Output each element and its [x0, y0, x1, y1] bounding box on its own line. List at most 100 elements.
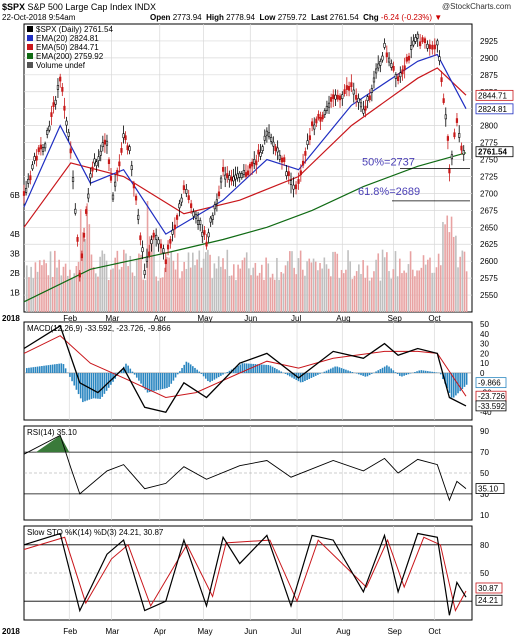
sto-tick-label: 80	[480, 541, 489, 550]
legend-swatch	[27, 44, 33, 50]
macd-histogram-bar	[396, 372, 399, 375]
macd-histogram-bar	[90, 372, 93, 399]
volume-bar	[321, 268, 323, 312]
volume-bar	[392, 269, 395, 312]
volume-bar	[140, 254, 142, 312]
legend-entry: $SPX (Daily) 2761.54	[36, 25, 113, 34]
volume-bar	[284, 265, 287, 312]
macd-histogram-bar	[349, 371, 352, 373]
x-month-label: May	[198, 314, 213, 323]
price-candle	[364, 105, 367, 111]
volume-tick-label: 1B	[10, 288, 20, 297]
volume-bar	[433, 272, 436, 312]
volume-bar	[58, 259, 60, 312]
macd-histogram-bar	[103, 372, 106, 394]
volume-tick-label: 4B	[10, 230, 20, 239]
price-candle	[196, 220, 200, 225]
macd-histogram-bar	[142, 372, 145, 387]
price-candle	[139, 235, 142, 241]
volume-bar	[163, 267, 166, 312]
volume-bar	[299, 250, 302, 312]
price-tag-label: 2824.81	[478, 105, 507, 114]
price-candle	[82, 232, 86, 238]
price-candle	[323, 110, 326, 115]
volume-bar	[317, 270, 319, 312]
price-candle	[61, 87, 64, 92]
price-candle	[442, 98, 445, 103]
price-candle	[224, 174, 227, 180]
price-candle	[101, 142, 104, 148]
macd-histogram-bar	[88, 372, 91, 400]
macd-histogram-bar	[84, 372, 86, 402]
price-candle	[383, 43, 386, 48]
price-candle	[215, 199, 219, 205]
volume-bar	[243, 257, 246, 312]
macd-histogram-bar	[362, 372, 364, 376]
price-candle	[203, 230, 206, 235]
volume-bar	[170, 251, 173, 312]
x-month-label: Oct	[428, 314, 441, 323]
legend-swatch	[27, 26, 33, 32]
price-candle	[126, 145, 129, 151]
price-candle	[299, 170, 302, 176]
x-month-label: Feb	[63, 314, 77, 323]
price-tick-label: 2650	[480, 223, 498, 232]
volume-bar	[90, 254, 93, 312]
price-candle	[54, 99, 57, 105]
price-candle	[330, 97, 333, 102]
macd-histogram-bar	[200, 372, 203, 374]
price-tag-box	[475, 89, 514, 101]
price-candle	[226, 173, 229, 178]
ema50-line	[23, 67, 467, 228]
price-candle	[130, 165, 133, 170]
macd-histogram-bar	[176, 372, 179, 375]
volume-bar	[200, 267, 203, 312]
macd-histogram-bar	[263, 364, 265, 373]
price-candle	[319, 116, 322, 122]
price-candle	[91, 166, 94, 172]
volume-bar	[88, 224, 91, 312]
price-candle	[141, 247, 144, 253]
price-candle	[453, 132, 456, 138]
volume-bar	[366, 265, 369, 312]
volume-bar	[45, 263, 48, 312]
price-candle	[137, 214, 140, 220]
price-candle	[347, 85, 351, 91]
macd-histogram-bar	[146, 372, 149, 393]
macd-histogram-bar	[107, 372, 110, 388]
volume-bar	[349, 261, 352, 312]
macd-histogram-bar	[388, 366, 390, 373]
dropdown-icon[interactable]: ▼	[434, 13, 443, 22]
price-candle	[261, 146, 264, 151]
price-candle	[414, 37, 417, 42]
rsi-tick-label: 50	[480, 469, 489, 478]
header-date: 22-Oct-2018 9:54am	[2, 13, 76, 22]
price-candle	[145, 256, 149, 262]
volume-bar	[198, 250, 201, 312]
volume-bar	[26, 265, 28, 312]
price-candle	[421, 37, 424, 42]
macd-histogram-bar	[392, 370, 395, 373]
price-candle	[93, 158, 96, 164]
volume-bar	[416, 270, 418, 312]
price-candle	[460, 145, 463, 151]
macd-histogram-bar	[77, 372, 80, 395]
volume-bar	[353, 275, 356, 312]
price-candle	[33, 156, 36, 161]
price-candle	[248, 163, 252, 169]
macd-histogram-bar	[138, 372, 140, 381]
macd-histogram-bar	[125, 363, 127, 373]
macd-histogram-bar	[338, 367, 341, 373]
volume-bar	[383, 257, 386, 312]
price-candle	[423, 38, 427, 44]
macd-histogram-bar	[213, 372, 216, 380]
volume-bar	[373, 271, 375, 312]
volume-bar	[161, 277, 164, 312]
price-candle	[211, 215, 214, 220]
price-candle	[114, 181, 117, 187]
volume-bar	[41, 265, 43, 312]
x-month-label: Mar	[105, 314, 119, 323]
volume-bar	[429, 257, 431, 312]
volume-bar	[450, 216, 453, 312]
volume-bar	[394, 251, 397, 312]
